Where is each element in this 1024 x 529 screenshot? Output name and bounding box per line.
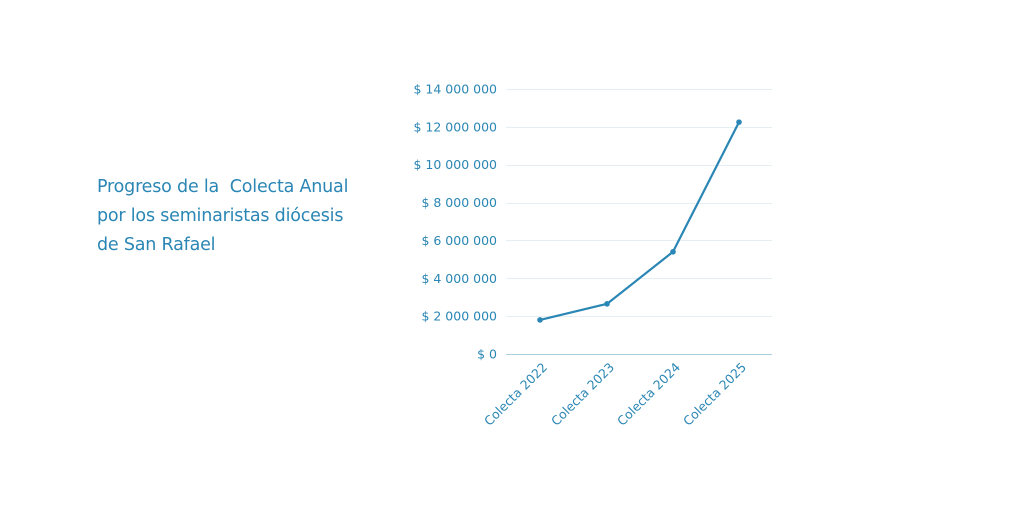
chart-title-line-2: por los seminaristas diócesis (97, 206, 344, 226)
chart-title: Progreso de la Colecta Anual por los sem… (97, 173, 387, 260)
y-tick-label: $ 8 000 000 (421, 195, 497, 210)
series-line-path (538, 121, 741, 322)
y-tick-label: $ 2 000 000 (421, 309, 497, 324)
chart-title-line-1: Progreso de la Colecta Anual (97, 177, 349, 197)
data-point (537, 317, 543, 323)
y-axis-tick-labels: $ 0 $ 2 000 000 $ 4 000 000 $ 6 000 000 $ 8 … (414, 82, 498, 362)
x-tick-label: Colecta 2025 (680, 360, 749, 429)
data-point (736, 119, 742, 125)
x-tick-label: Colecta 2023 (548, 360, 617, 429)
series-line (537, 119, 742, 323)
y-tick-label: $ 0 (477, 347, 497, 362)
y-tick-label: $ 4 000 000 (421, 271, 497, 286)
y-tick-label: $ 14 000 000 (414, 82, 498, 97)
y-tick-label: $ 10 000 000 (414, 157, 498, 172)
y-tick-label: $ 6 000 000 (421, 233, 497, 248)
y-tick-label: $ 12 000 000 (414, 119, 498, 134)
chart-title-line-3: de San Rafael (97, 235, 216, 255)
data-point (604, 301, 610, 307)
x-tick-label: Colecta 2022 (481, 360, 550, 429)
gridlines (506, 89, 772, 355)
x-tick-label: Colecta 2024 (614, 359, 683, 428)
data-point (670, 248, 676, 255)
